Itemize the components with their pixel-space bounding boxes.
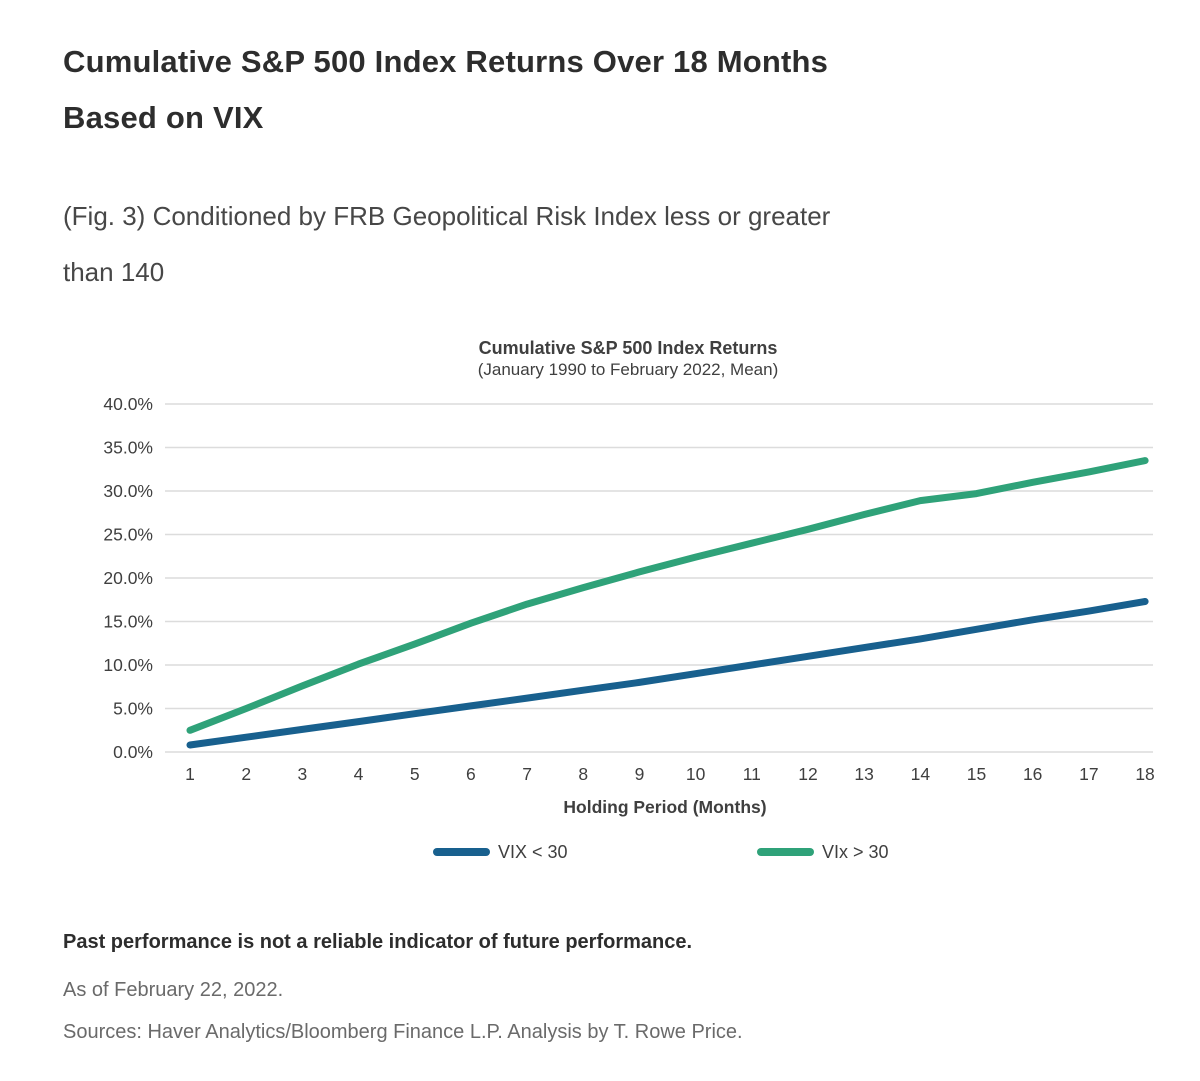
y-tick-label: 10.0% bbox=[103, 655, 153, 675]
y-tick-label: 20.0% bbox=[103, 568, 153, 588]
x-tick-label: 17 bbox=[1079, 764, 1098, 784]
chart-subtitle: (January 1990 to February 2022, Mean) bbox=[477, 360, 779, 379]
y-gridlines bbox=[165, 403, 1153, 753]
chart-title-block: Cumulative S&P 500 Index Returns (Januar… bbox=[163, 337, 1093, 380]
legend-swatch-vix-above-30-icon bbox=[757, 848, 814, 856]
x-tick-label: 15 bbox=[967, 764, 986, 784]
x-tick-label: 9 bbox=[635, 764, 645, 784]
series-line-1 bbox=[186, 457, 1149, 734]
x-tick-label: 11 bbox=[743, 764, 761, 784]
chart-legend: VIX < 30 VIx > 30 bbox=[0, 839, 1200, 865]
y-tick-label: 30.0% bbox=[103, 481, 153, 501]
legend-swatch-vix-below-30-icon bbox=[433, 848, 490, 856]
page-title-line1: Cumulative S&P 500 Index Returns Over 18… bbox=[63, 44, 829, 79]
x-tick-labels: 1 2 3 4 5 6 7 8 9 10 11 12 13 14 15 16 17 18 bbox=[185, 764, 1155, 784]
chart-title: Cumulative S&P 500 Index Returns bbox=[478, 338, 778, 358]
y-tick-label: 35.0% bbox=[103, 438, 153, 458]
x-tick-label: 13 bbox=[854, 764, 873, 784]
line-chart-plot-area: 0.0% 5.0% 10.0% 15.0% 20.0% 25.0% 30.0% 35.0% 40… bbox=[103, 394, 1155, 784]
page-title: Cumulative S&P 500 Index Returns Over 18… bbox=[63, 34, 1143, 146]
x-tick-label: 1 bbox=[185, 764, 195, 784]
series-line-0 bbox=[186, 598, 1149, 749]
x-tick-label: 4 bbox=[354, 764, 364, 784]
x-tick-label: 12 bbox=[798, 764, 817, 784]
y-tick-label: 40.0% bbox=[103, 394, 153, 414]
x-tick-label: 6 bbox=[466, 764, 476, 784]
figure-caption: (Fig. 3) Conditioned by FRB Geopolitical… bbox=[63, 188, 1153, 300]
y-tick-label: 25.0% bbox=[103, 525, 153, 545]
x-tick-label: 2 bbox=[241, 764, 251, 784]
y-tick-label: 5.0% bbox=[113, 699, 153, 719]
x-tick-label: 10 bbox=[686, 764, 706, 784]
legend-item-vix-below-30: VIX < 30 bbox=[433, 839, 568, 865]
past-performance-disclaimer: Past performance is not a reliable indic… bbox=[63, 931, 693, 953]
y-tick-label: 15.0% bbox=[103, 612, 153, 632]
legend-label-vix-below-30: VIX < 30 bbox=[498, 841, 568, 862]
x-tick-label: 7 bbox=[522, 764, 532, 784]
y-tick-label: 0.0% bbox=[113, 742, 153, 762]
as-of-date: As of February 22, 2022. bbox=[63, 979, 284, 1001]
page-title-line2: Based on VIX bbox=[63, 100, 264, 135]
legend-item-vix-above-30: VIx > 30 bbox=[757, 839, 889, 865]
x-tick-label: 16 bbox=[1023, 764, 1042, 784]
x-tick-label: 14 bbox=[911, 764, 931, 784]
legend-label-vix-above-30: VIx > 30 bbox=[822, 841, 889, 862]
x-tick-label: 3 bbox=[297, 764, 307, 784]
x-tick-label: 5 bbox=[410, 764, 420, 784]
figure-caption-line2: than 140 bbox=[63, 257, 165, 287]
figure-caption-line1: (Fig. 3) Conditioned by FRB Geopolitical… bbox=[63, 201, 831, 231]
x-axis-title: Holding Period (Months) bbox=[563, 797, 767, 817]
sources-line: Sources: Haver Analytics/Bloomberg Finan… bbox=[63, 1021, 743, 1043]
x-tick-label: 8 bbox=[578, 764, 588, 784]
x-tick-label: 18 bbox=[1135, 764, 1154, 784]
y-tick-labels: 0.0% 5.0% 10.0% 15.0% 20.0% 25.0% 30.0% 35.0% 40… bbox=[103, 394, 153, 762]
